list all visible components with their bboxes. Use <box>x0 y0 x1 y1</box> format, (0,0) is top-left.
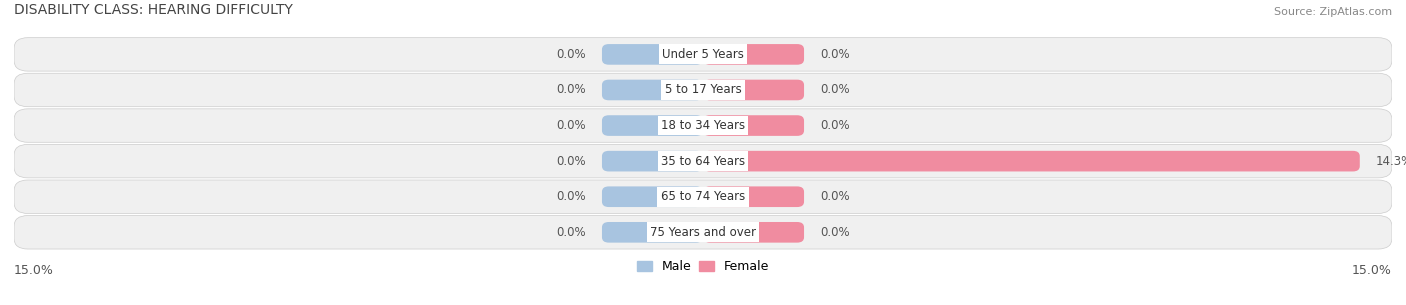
Text: 15.0%: 15.0% <box>14 264 53 277</box>
FancyBboxPatch shape <box>602 44 703 65</box>
FancyBboxPatch shape <box>703 115 804 136</box>
Text: 35 to 64 Years: 35 to 64 Years <box>661 155 745 168</box>
Text: 0.0%: 0.0% <box>557 226 586 239</box>
Text: Under 5 Years: Under 5 Years <box>662 48 744 61</box>
FancyBboxPatch shape <box>602 222 703 243</box>
Legend: Male, Female: Male, Female <box>631 255 775 278</box>
Text: 18 to 34 Years: 18 to 34 Years <box>661 119 745 132</box>
Text: 15.0%: 15.0% <box>1353 264 1392 277</box>
FancyBboxPatch shape <box>602 151 703 171</box>
FancyBboxPatch shape <box>602 186 703 207</box>
Text: 5 to 17 Years: 5 to 17 Years <box>665 84 741 96</box>
Text: 0.0%: 0.0% <box>557 155 586 168</box>
Text: 0.0%: 0.0% <box>820 84 849 96</box>
Text: Source: ZipAtlas.com: Source: ZipAtlas.com <box>1274 7 1392 17</box>
FancyBboxPatch shape <box>703 186 804 207</box>
FancyBboxPatch shape <box>703 151 1360 171</box>
FancyBboxPatch shape <box>14 216 1392 249</box>
FancyBboxPatch shape <box>703 222 804 243</box>
Text: 0.0%: 0.0% <box>557 119 586 132</box>
FancyBboxPatch shape <box>14 180 1392 214</box>
FancyBboxPatch shape <box>14 38 1392 71</box>
Text: 0.0%: 0.0% <box>820 48 849 61</box>
FancyBboxPatch shape <box>14 73 1392 107</box>
Text: 75 Years and over: 75 Years and over <box>650 226 756 239</box>
Text: 0.0%: 0.0% <box>820 190 849 203</box>
FancyBboxPatch shape <box>14 145 1392 178</box>
FancyBboxPatch shape <box>602 80 703 100</box>
FancyBboxPatch shape <box>703 80 804 100</box>
Text: 65 to 74 Years: 65 to 74 Years <box>661 190 745 203</box>
Text: 0.0%: 0.0% <box>820 119 849 132</box>
FancyBboxPatch shape <box>602 115 703 136</box>
Text: 0.0%: 0.0% <box>557 190 586 203</box>
Text: 0.0%: 0.0% <box>557 48 586 61</box>
Text: DISABILITY CLASS: HEARING DIFFICULTY: DISABILITY CLASS: HEARING DIFFICULTY <box>14 3 292 17</box>
Text: 0.0%: 0.0% <box>557 84 586 96</box>
FancyBboxPatch shape <box>14 109 1392 142</box>
FancyBboxPatch shape <box>703 44 804 65</box>
Text: 14.3%: 14.3% <box>1376 155 1406 168</box>
Text: 0.0%: 0.0% <box>820 226 849 239</box>
